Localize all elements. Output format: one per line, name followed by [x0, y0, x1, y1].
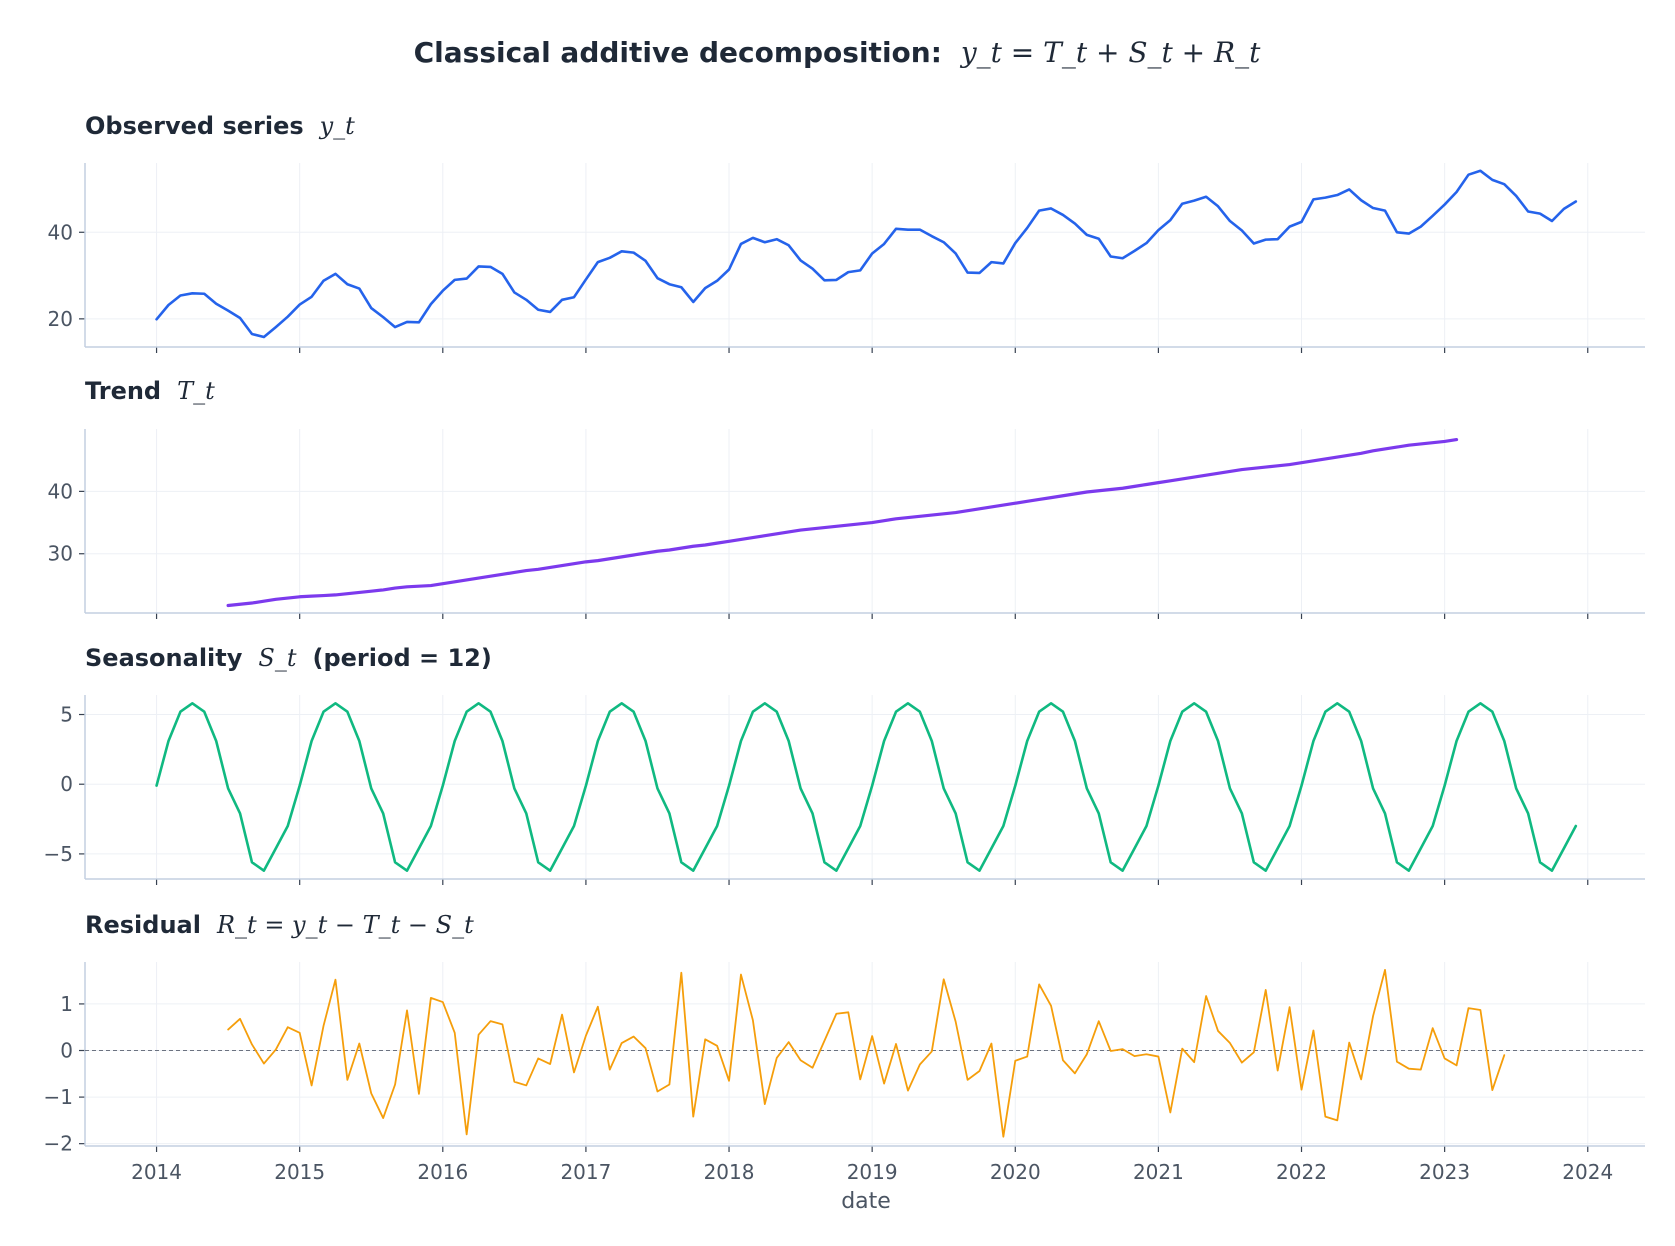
x-tick-label: 2017	[560, 1160, 611, 1184]
series-line	[155, 702, 1578, 872]
x-axis-label: date	[841, 1189, 891, 1214]
x-tick-label: 2018	[704, 1160, 755, 1184]
panel-3: Seasonality S_t (period = 12) −5 0 5	[44, 644, 1645, 885]
y-tick-label: 1	[60, 992, 73, 1016]
panel-title-bold: Seasonality	[85, 644, 243, 672]
panel-title: Residual R_t = y_t − T_t − S_t	[85, 911, 474, 939]
x-tick-label: 2020	[990, 1160, 1041, 1184]
panel-title-suffix: (period = 12)	[312, 644, 491, 672]
y-tick-label: 40	[48, 479, 73, 503]
x-tick-label: 2024	[1562, 1160, 1613, 1184]
x-tick-label: 2022	[1276, 1160, 1327, 1184]
panel-title: Trend T_t	[85, 377, 215, 405]
x-tick-label: 2014	[131, 1160, 182, 1184]
panels: Observed series y_t 20 40 Trend T_t 30 40 Season…	[44, 112, 1645, 1214]
panel-title-bold: Observed series	[85, 112, 304, 140]
panel-title-math: S_t	[258, 644, 296, 672]
figure-title-formula: y_t = T_t + S_t + R_t	[959, 36, 1261, 69]
figure-title-bold: Classical additive decomposition:	[414, 36, 942, 69]
y-tick-label: 0	[60, 772, 73, 796]
panel-title: Observed series y_t	[85, 112, 355, 140]
panel-title-math: R_t = y_t − T_t − S_t	[216, 911, 474, 939]
x-tick-label: 2019	[847, 1160, 898, 1184]
panel-title-math: y_t	[319, 112, 356, 140]
y-tick-label: −5	[44, 842, 73, 866]
y-tick-label: 30	[48, 542, 73, 566]
x-tick-label: 2023	[1419, 1160, 1470, 1184]
panel-title: Seasonality S_t (period = 12)	[85, 644, 492, 672]
figure-title: Classical additive decomposition: y_t = …	[414, 36, 1262, 69]
series-line	[155, 169, 1578, 339]
panel-2: Trend T_t 30 40	[48, 377, 1645, 619]
y-tick-label: 20	[48, 307, 73, 331]
panel-title-bold: Trend	[85, 377, 161, 405]
y-tick-label: 40	[48, 220, 73, 244]
x-tick-label: 2021	[1133, 1160, 1184, 1184]
y-tick-label: 5	[60, 703, 73, 727]
series-line	[226, 438, 1459, 608]
series-line	[227, 969, 1506, 1138]
x-tick-label: 2016	[417, 1160, 468, 1184]
panel-title-bold: Residual	[85, 911, 201, 939]
panel-4: Residual R_t = y_t − T_t − S_t −2 −1 0 1 2014 2…	[44, 911, 1645, 1214]
y-tick-label: −2	[44, 1132, 73, 1156]
panel-title-math: T_t	[177, 377, 215, 405]
y-tick-label: 0	[60, 1039, 73, 1063]
x-tick-label: 2015	[274, 1160, 325, 1184]
panel-1: Observed series y_t 20 40	[48, 112, 1645, 353]
y-tick-label: −1	[44, 1085, 73, 1109]
